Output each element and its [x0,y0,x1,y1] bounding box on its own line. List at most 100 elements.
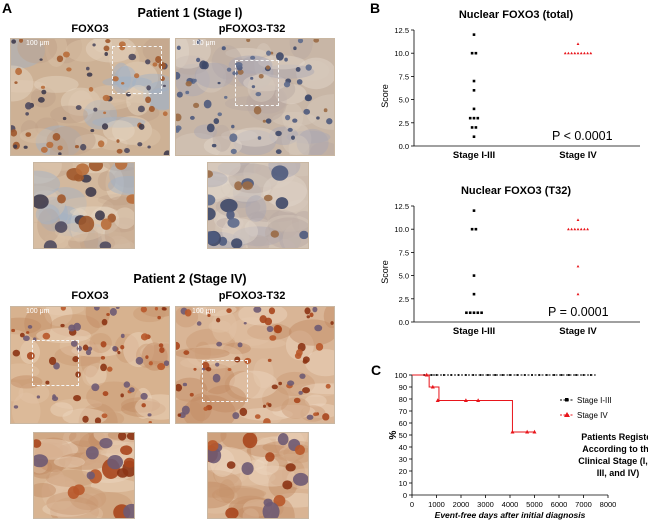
patient2-foxo3-micrograph [10,306,170,424]
censor-mark-stage-i-iii [516,374,519,376]
y-tick-label: 10.0 [394,225,409,234]
patient1-pfoxo3-zoom [207,162,309,249]
y-tick-label: 90 [399,383,407,392]
data-point-stage-iv [576,292,580,296]
y-tick-label: 0 [403,491,407,500]
x-tick-label: 2000 [453,500,470,509]
data-point-stage-iv [586,227,589,231]
y-tick-label: 7.5 [399,248,409,257]
censor-mark-stage-iv [435,398,440,402]
data-point-stage-i-iii [472,209,476,212]
data-point-stage-iv [579,51,583,55]
data-point-stage-i-iii [472,89,476,92]
data-point-stage-i-iii [474,126,478,129]
data-point-stage-i-iii [472,116,476,120]
patient2-label-foxo3: FOXO3 [71,290,109,302]
data-point-stage-i-iii [480,311,483,315]
y-tick-label: 10 [399,479,407,488]
censor-mark-stage-iv [463,398,468,402]
y-axis-label: % [388,430,399,439]
censor-mark-stage-i-iii [509,374,511,376]
zoom-region-box [202,360,248,402]
data-point-stage-iv [576,42,580,46]
data-point-stage-iv [586,51,589,55]
data-point-stage-iv [576,264,580,268]
patient1-title: Patient 1 (Stage I) [137,6,243,20]
data-point-stage-i-iii [474,227,478,231]
y-tick-label: 60 [399,419,407,428]
x-tick-label: 6000 [551,500,568,509]
zoom-region-box [112,46,162,94]
scale-label: 100 μm [26,308,50,315]
y-tick-label: 30 [399,455,407,464]
y-tick-label: 80 [399,395,407,404]
data-point-stage-i-iii [472,274,476,277]
data-point-stage-i-iii [472,107,476,111]
x-tick-label: 7000 [575,500,592,509]
chart-nuclear-foxo3-total: Nuclear FOXO3 (total) Score 0.0 2.5 5.0 7.5… [380,9,640,161]
y-tick-label: 5.0 [399,96,409,105]
p-value-annotation: P < 0.0001 [552,129,613,143]
data-point-stage-iv [573,51,577,55]
chart-annotation: Patients Register According to the Clinica… [578,432,648,478]
censor-mark-stage-i-iii [479,374,482,376]
censor-mark-stage-i-iii [472,374,475,376]
panel-letter-c: C [371,362,382,378]
y-axis-label: Score [380,260,390,284]
p-value-annotation: P = 0.0001 [548,305,609,319]
legend-marker-stage-i-iii [565,398,569,402]
censor-mark-stage-i-iii [442,374,445,376]
data-point-stage-iv [570,51,573,55]
censor-mark-stage-i-iii [435,374,438,376]
data-point-stage-iv [583,51,586,55]
x-tick-label: 5000 [526,500,543,509]
y-tick-label: 2.5 [399,119,409,128]
data-point-stage-i-iii [465,311,468,315]
censor-mark-stage-i-iii [487,374,489,376]
zoom-region-box [32,340,79,386]
censor-mark-stage-iv [424,372,429,377]
censor-mark-stage-iv [532,429,537,434]
data-point-stage-i-iii [470,227,474,231]
censor-mark-stage-i-iii [553,374,555,376]
series-line-stage-iv [412,374,535,433]
data-point-stage-iv [563,51,567,55]
data-point-stage-i-iii [472,33,476,36]
zoom-region-box [235,60,279,106]
data-point-stage-i-iii [468,311,472,315]
patient1-foxo3-micrograph [10,38,170,156]
y-tick-label: 0.0 [399,142,409,151]
patient2-label-pfoxo3: pFOXO3-T32 [218,290,286,302]
censor-mark-stage-i-iii [501,374,504,376]
x-tick-label: 8000 [600,500,617,509]
censor-mark-stage-i-iii [531,374,533,376]
censor-mark-stage-i-iii [575,374,578,376]
data-point-stage-iv [576,218,580,222]
censor-mark-stage-iv [510,429,515,434]
data-point-stage-iv [573,227,577,231]
data-point-stage-i-iii [468,116,472,120]
patient1-label-pfoxo3: pFOXO3-T32 [218,23,286,35]
x-axis-label: Event-free days after initial diagnosis [435,510,586,520]
x-tick-label: 1000 [428,500,445,509]
y-axis-label: Score [380,84,390,108]
data-point-stage-i-iii [474,51,478,55]
y-tick-label: 20 [399,467,407,476]
data-point-stage-iv [589,51,593,55]
chart-title: Nuclear FOXO3 (T32) [461,185,571,197]
y-tick-label: 70 [399,407,407,416]
patient1-foxo3-zoom [33,162,135,249]
x-tick-label: Stage I-III [453,326,495,337]
data-point-stage-i-iii [470,51,474,55]
censor-mark-stage-i-iii [465,374,467,376]
legend-label-stage-iv: Stage IV [577,411,608,420]
y-tick-label: 12.5 [394,202,409,211]
data-point-stage-i-iii [472,79,476,83]
censor-mark-stage-i-iii [457,374,460,376]
x-tick-label: Stage IV [559,150,597,161]
y-tick-label: 0.0 [399,318,409,327]
y-tick-label: 100 [394,371,407,380]
data-point-stage-iv [579,227,583,231]
censor-mark-stage-iv [476,398,481,402]
data-point-stage-iv [576,51,580,55]
